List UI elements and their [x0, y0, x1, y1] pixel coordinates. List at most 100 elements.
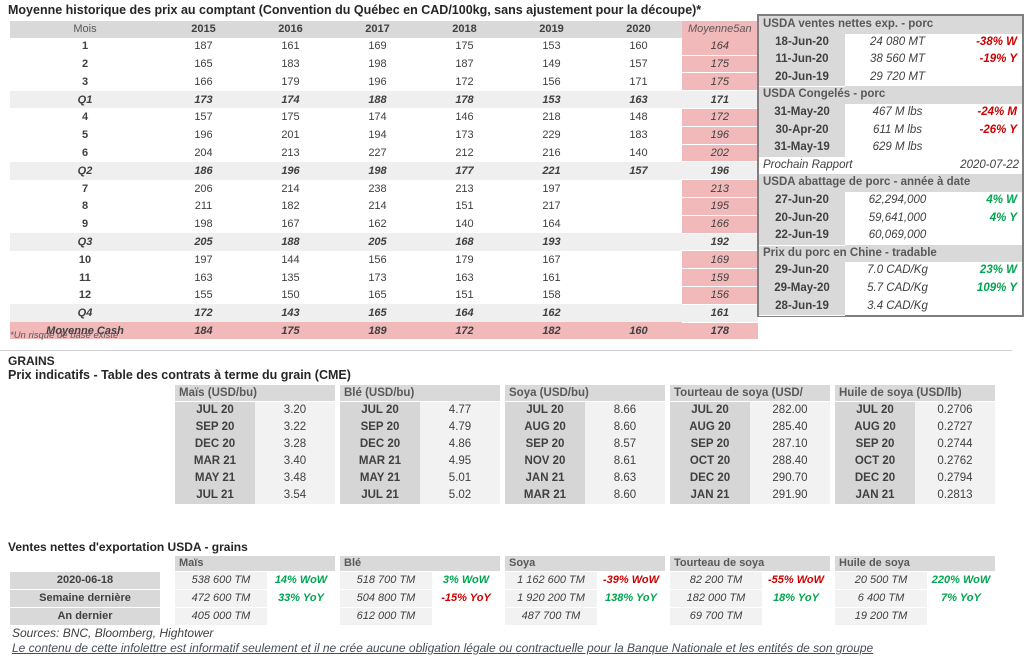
futures-row: OCT 20 288.40 — [670, 453, 830, 470]
export-value-cell: 487 700 TM — [505, 608, 597, 625]
basis-risk-footnote: *Un risque de base existe — [10, 330, 119, 341]
price-cell-2015: 204 — [194, 146, 213, 159]
price-cell-2019: 158 — [542, 289, 561, 302]
price-cell-2018: 212 — [455, 146, 474, 159]
futures-price-cell: 4.79 — [420, 419, 500, 436]
panel-pct-cell — [950, 227, 1022, 246]
price-cell-2020: 157 — [629, 57, 648, 70]
panel-data-row: 31-May-20 467 M lbs -24% M — [759, 103, 1022, 123]
futures-row: SEP 20 4.79 — [340, 419, 500, 436]
export-value-cell: 612 000 TM — [340, 608, 432, 625]
price-cell-2016: 144 — [281, 253, 300, 266]
futures-contract-cell: AUG 20 — [835, 419, 915, 436]
futures-contract-cell: JUL 20 — [670, 402, 750, 419]
pork-table-row: Moyenne Cash 184 175 189 172 182 160 178 — [10, 322, 758, 341]
next-report-row: Prochain Rapport 2020-07-22 — [759, 157, 1022, 175]
export-group-header-mais: Maïs — [175, 556, 335, 571]
futures-contract-cell: JUL 20 — [175, 402, 255, 419]
avg-5yr-cell: 156 — [682, 286, 758, 305]
panel-data-row: 31-May-19 629 M lbs — [759, 139, 1022, 158]
futures-contract-cell: OCT 20 — [670, 453, 750, 470]
futures-row: JUL 21 5.02 — [340, 487, 500, 504]
panel-date-cell: 11-Jun-20 — [759, 51, 845, 70]
panel-data-row: 27-Jun-20 62,294,000 4% W — [759, 191, 1022, 211]
price-cell-2017: 205 — [334, 233, 421, 251]
panel-section-header-slaughter: USDA abattage de porc - année à date — [759, 174, 1022, 192]
panel-data-row: 11-Jun-20 38 560 MT -19% Y — [759, 51, 1022, 70]
futures-group-huile: Huile de soya (USD/lb) JUL 20 0.2706 AUG… — [835, 385, 995, 504]
avg-5yr-cell: 192 — [682, 233, 758, 252]
price-cell-2018: 163 — [455, 271, 474, 284]
export-spacer — [995, 590, 1000, 607]
price-cell-2017: 156 — [368, 253, 387, 266]
futures-contract-cell: NOV 20 — [505, 453, 585, 470]
panel-value-cell: 29 720 MT — [870, 70, 925, 83]
export-group-header-huile: Huile de soya — [835, 556, 995, 571]
futures-contract-cell: JAN 21 — [670, 487, 750, 504]
price-cell-2017: 194 — [368, 129, 387, 142]
month-label-cell: Q4 — [10, 304, 160, 323]
futures-row: OCT 20 0.2762 — [835, 453, 995, 470]
price-cell-2017: 198 — [334, 161, 421, 180]
futures-price-cell: 3.28 — [255, 436, 335, 453]
futures-row: JAN 21 8.63 — [505, 470, 665, 487]
futures-row: JUL 21 3.54 — [175, 487, 335, 504]
panel-pct-cell: -38% W — [976, 35, 1017, 48]
panel-value-cell: 24 080 MT — [870, 35, 925, 48]
panel-pct-cell: -24% M — [977, 105, 1017, 118]
avg-5yr-cell: 195 — [682, 197, 758, 216]
futures-contract-cell: JUL 20 — [340, 402, 420, 419]
price-cell-2020: 140 — [629, 146, 648, 159]
panel-data-row: 20-Jun-20 59,641,000 4% Y — [759, 209, 1022, 229]
price-cell-2015: 163 — [194, 271, 213, 284]
price-cell-2019: 153 — [508, 90, 595, 109]
panel-data-row: 22-Jun-19 60,069,000 — [759, 227, 1022, 246]
futures-contract-cell: MAR 21 — [175, 453, 255, 470]
export-header-spacer — [160, 556, 175, 571]
futures-price-cell: 8.66 — [585, 402, 665, 419]
price-cell-2018: 213 — [455, 182, 474, 195]
export-row-label: Semaine dernière — [10, 590, 160, 607]
futures-row: DEC 20 4.86 — [340, 436, 500, 453]
price-cell-2020 — [595, 197, 682, 215]
price-cell-2020: 160 — [595, 322, 682, 341]
export-value-cell: 182 000 TM — [670, 590, 762, 607]
price-cell-2015: 186 — [160, 161, 247, 180]
futures-row: SEP 20 8.57 — [505, 436, 665, 453]
price-cell-2019: 217 — [542, 200, 561, 213]
export-pct-cell — [597, 608, 665, 625]
pork-table-row: 9 198 167 162 140 164 166 — [10, 215, 758, 234]
price-cell-2020: 157 — [595, 161, 682, 180]
futures-row: DEC 20 290.70 — [670, 470, 830, 487]
export-pct-cell — [927, 608, 995, 625]
avg-5yr-cell: 159 — [682, 268, 758, 287]
export-value-cell: 82 200 TM — [670, 572, 762, 589]
futures-group-ble: Blé (USD/bu) JUL 20 4.77 SEP 20 4.79 DEC… — [340, 385, 500, 504]
price-cell-2015: 211 — [194, 200, 213, 213]
price-cell-2019: 161 — [542, 271, 561, 284]
futures-row: SEP 20 287.10 — [670, 436, 830, 453]
futures-contract-cell: JAN 21 — [835, 487, 915, 504]
export-sales-title: Ventes nettes d'exportation USDA - grain… — [8, 540, 248, 554]
export-spacer — [995, 572, 1000, 589]
price-cell-2018: 187 — [455, 57, 474, 70]
futures-row: JAN 21 291.90 — [670, 487, 830, 504]
column-header-2020: 2020 — [595, 21, 682, 38]
avg-5yr-cell: 169 — [682, 250, 758, 270]
price-cell-2016: 201 — [281, 129, 300, 142]
export-value-cell: 504 800 TM — [340, 590, 432, 607]
panel-date-cell: 30-Apr-20 — [759, 121, 845, 141]
export-row-label: 2020-06-18 — [10, 572, 160, 589]
month-label-cell: 3 — [81, 75, 89, 88]
panel-value-cell: 60,069,000 — [868, 229, 927, 242]
futures-price-cell: 3.54 — [255, 487, 335, 504]
futures-row: DEC 20 0.2794 — [835, 470, 995, 487]
price-cell-2020: 163 — [595, 90, 682, 109]
futures-contract-cell: JUL 21 — [175, 487, 255, 504]
futures-price-cell: 0.2706 — [915, 402, 995, 419]
panel-data-row: 28-Jun-19 3.4 CAD/Kg — [759, 297, 1022, 317]
price-cell-2016: 196 — [247, 161, 334, 180]
pork-table-row: Q4 172 143 165 164 162 161 — [10, 304, 758, 323]
price-cell-2016: 182 — [281, 200, 300, 213]
avg-5yr-cell: 161 — [682, 304, 758, 323]
